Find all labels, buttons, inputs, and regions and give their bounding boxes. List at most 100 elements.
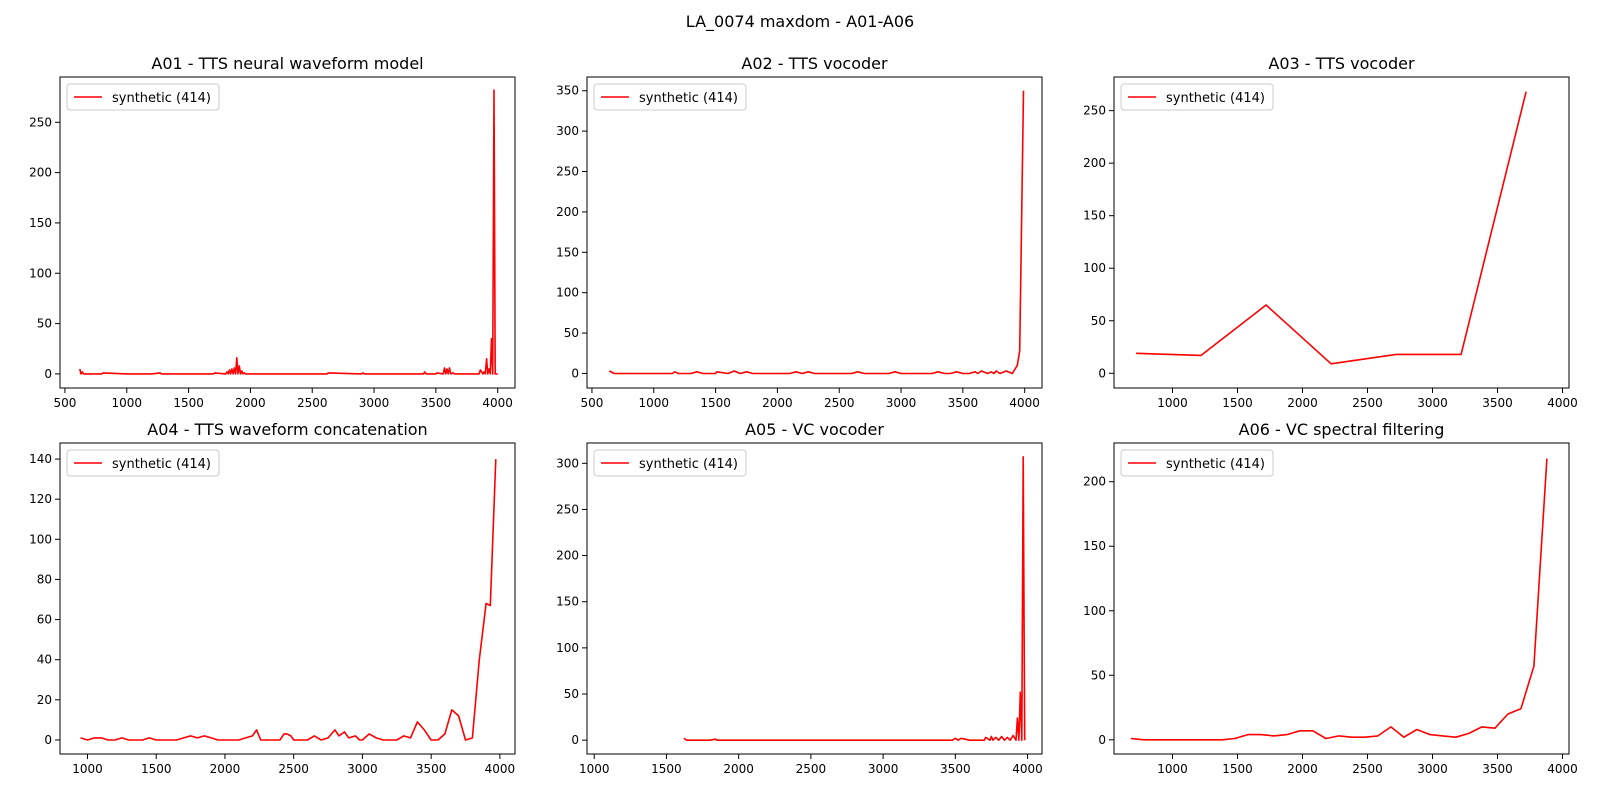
x-tick-label: 2500 [796,762,827,776]
x-tick-label: 1500 [1222,396,1253,410]
legend: synthetic (414) [1120,83,1274,111]
x-tick-label: 1000 [579,762,610,776]
x-tick-label: 2000 [235,396,266,410]
y-tick-label: 100 [1083,604,1106,618]
legend-label: synthetic (414) [639,91,738,106]
axes-frame [59,442,516,755]
y-tick-label: 0 [44,733,52,747]
legend-box [66,449,220,477]
legend-label: synthetic (414) [1166,457,1265,472]
x-tick-label: 1000 [72,762,103,776]
x-tick-label: 3000 [347,762,378,776]
y-tick-label: 100 [556,641,579,655]
legend: synthetic (414) [593,449,747,477]
y-tick-label: 200 [29,166,52,180]
x-tick-label: 4000 [482,396,513,410]
legend: synthetic (414) [66,449,220,477]
y-tick-label: 0 [44,367,52,381]
x-tick-label: 1500 [141,762,172,776]
y-tick-label: 50 [1091,668,1106,682]
legend-label: synthetic (414) [112,457,211,472]
legend-box [593,83,747,111]
x-tick-label: 3500 [416,762,447,776]
y-tick-label: 200 [1083,156,1106,170]
y-tick-label: 20 [37,693,52,707]
y-tick-label: 60 [37,613,52,627]
series-line [1136,91,1527,365]
x-tick-label: 3500 [1482,762,1513,776]
axes-frame [59,76,516,389]
axes-frame [586,76,1043,389]
y-tick-label: 200 [556,549,579,563]
x-tick-label: 3500 [421,396,452,410]
x-tick-label: 2000 [762,396,793,410]
legend: synthetic (414) [1120,449,1274,477]
y-tick-label: 100 [29,532,52,546]
x-tick-label: 4000 [1547,396,1578,410]
legend-box [593,449,747,477]
x-tick-label: 1500 [700,396,731,410]
y-tick-label: 150 [29,216,52,230]
x-tick-label: 4000 [485,762,516,776]
figure-title: LA_0074 maxdom - A01-A06 [685,12,915,31]
y-tick-label: 250 [556,165,579,179]
series-line [683,455,1026,742]
y-tick-label: 250 [556,502,579,516]
y-tick-label: 100 [556,286,579,300]
subplot-title: A03 - TTS vocoder [1268,54,1415,73]
x-tick-label: 2000 [723,762,754,776]
x-tick-label: 2500 [1352,396,1383,410]
y-tick-label: 0 [1098,366,1106,380]
series-line [608,90,1025,375]
x-tick-label: 4000 [1009,396,1040,410]
y-tick-label: 150 [556,245,579,259]
y-tick-label: 50 [564,326,579,340]
y-tick-label: 300 [556,456,579,470]
x-tick-label: 2500 [278,762,309,776]
y-tick-label: 40 [37,653,52,667]
axes-frame [1113,442,1570,755]
x-tick-label: 2000 [210,762,241,776]
y-tick-label: 50 [564,687,579,701]
y-tick-label: 120 [29,492,52,506]
x-tick-label: 1500 [651,762,682,776]
y-tick-label: 100 [29,266,52,280]
legend-box [66,83,220,111]
legend-box [1120,83,1274,111]
y-tick-label: 80 [37,572,52,586]
x-tick-label: 1500 [1222,762,1253,776]
x-tick-label: 2500 [297,396,328,410]
x-tick-label: 1000 [111,396,142,410]
x-tick-label: 4000 [1547,762,1578,776]
x-tick-label: 3000 [1417,762,1448,776]
y-tick-label: 150 [1083,209,1106,223]
y-tick-label: 0 [1098,733,1106,747]
x-tick-label: 3500 [1482,396,1513,410]
y-tick-label: 50 [37,317,52,331]
series-line [1130,458,1548,741]
y-tick-label: 250 [1083,104,1106,118]
y-tick-label: 200 [556,205,579,219]
x-tick-label: 1000 [638,396,669,410]
legend-label: synthetic (414) [112,91,211,106]
x-tick-label: 2000 [1287,762,1318,776]
x-tick-label: 1000 [1157,762,1188,776]
x-tick-label: 3500 [940,762,971,776]
x-tick-label: 2500 [824,396,855,410]
legend-label: synthetic (414) [639,457,738,472]
legend: synthetic (414) [66,83,220,111]
x-tick-label: 2000 [1287,396,1318,410]
x-tick-label: 2500 [1352,762,1383,776]
y-tick-label: 150 [1083,539,1106,553]
y-tick-label: 200 [1083,475,1106,489]
y-tick-label: 140 [29,452,52,466]
axes-frame [586,442,1043,755]
x-tick-label: 4000 [1012,762,1043,776]
